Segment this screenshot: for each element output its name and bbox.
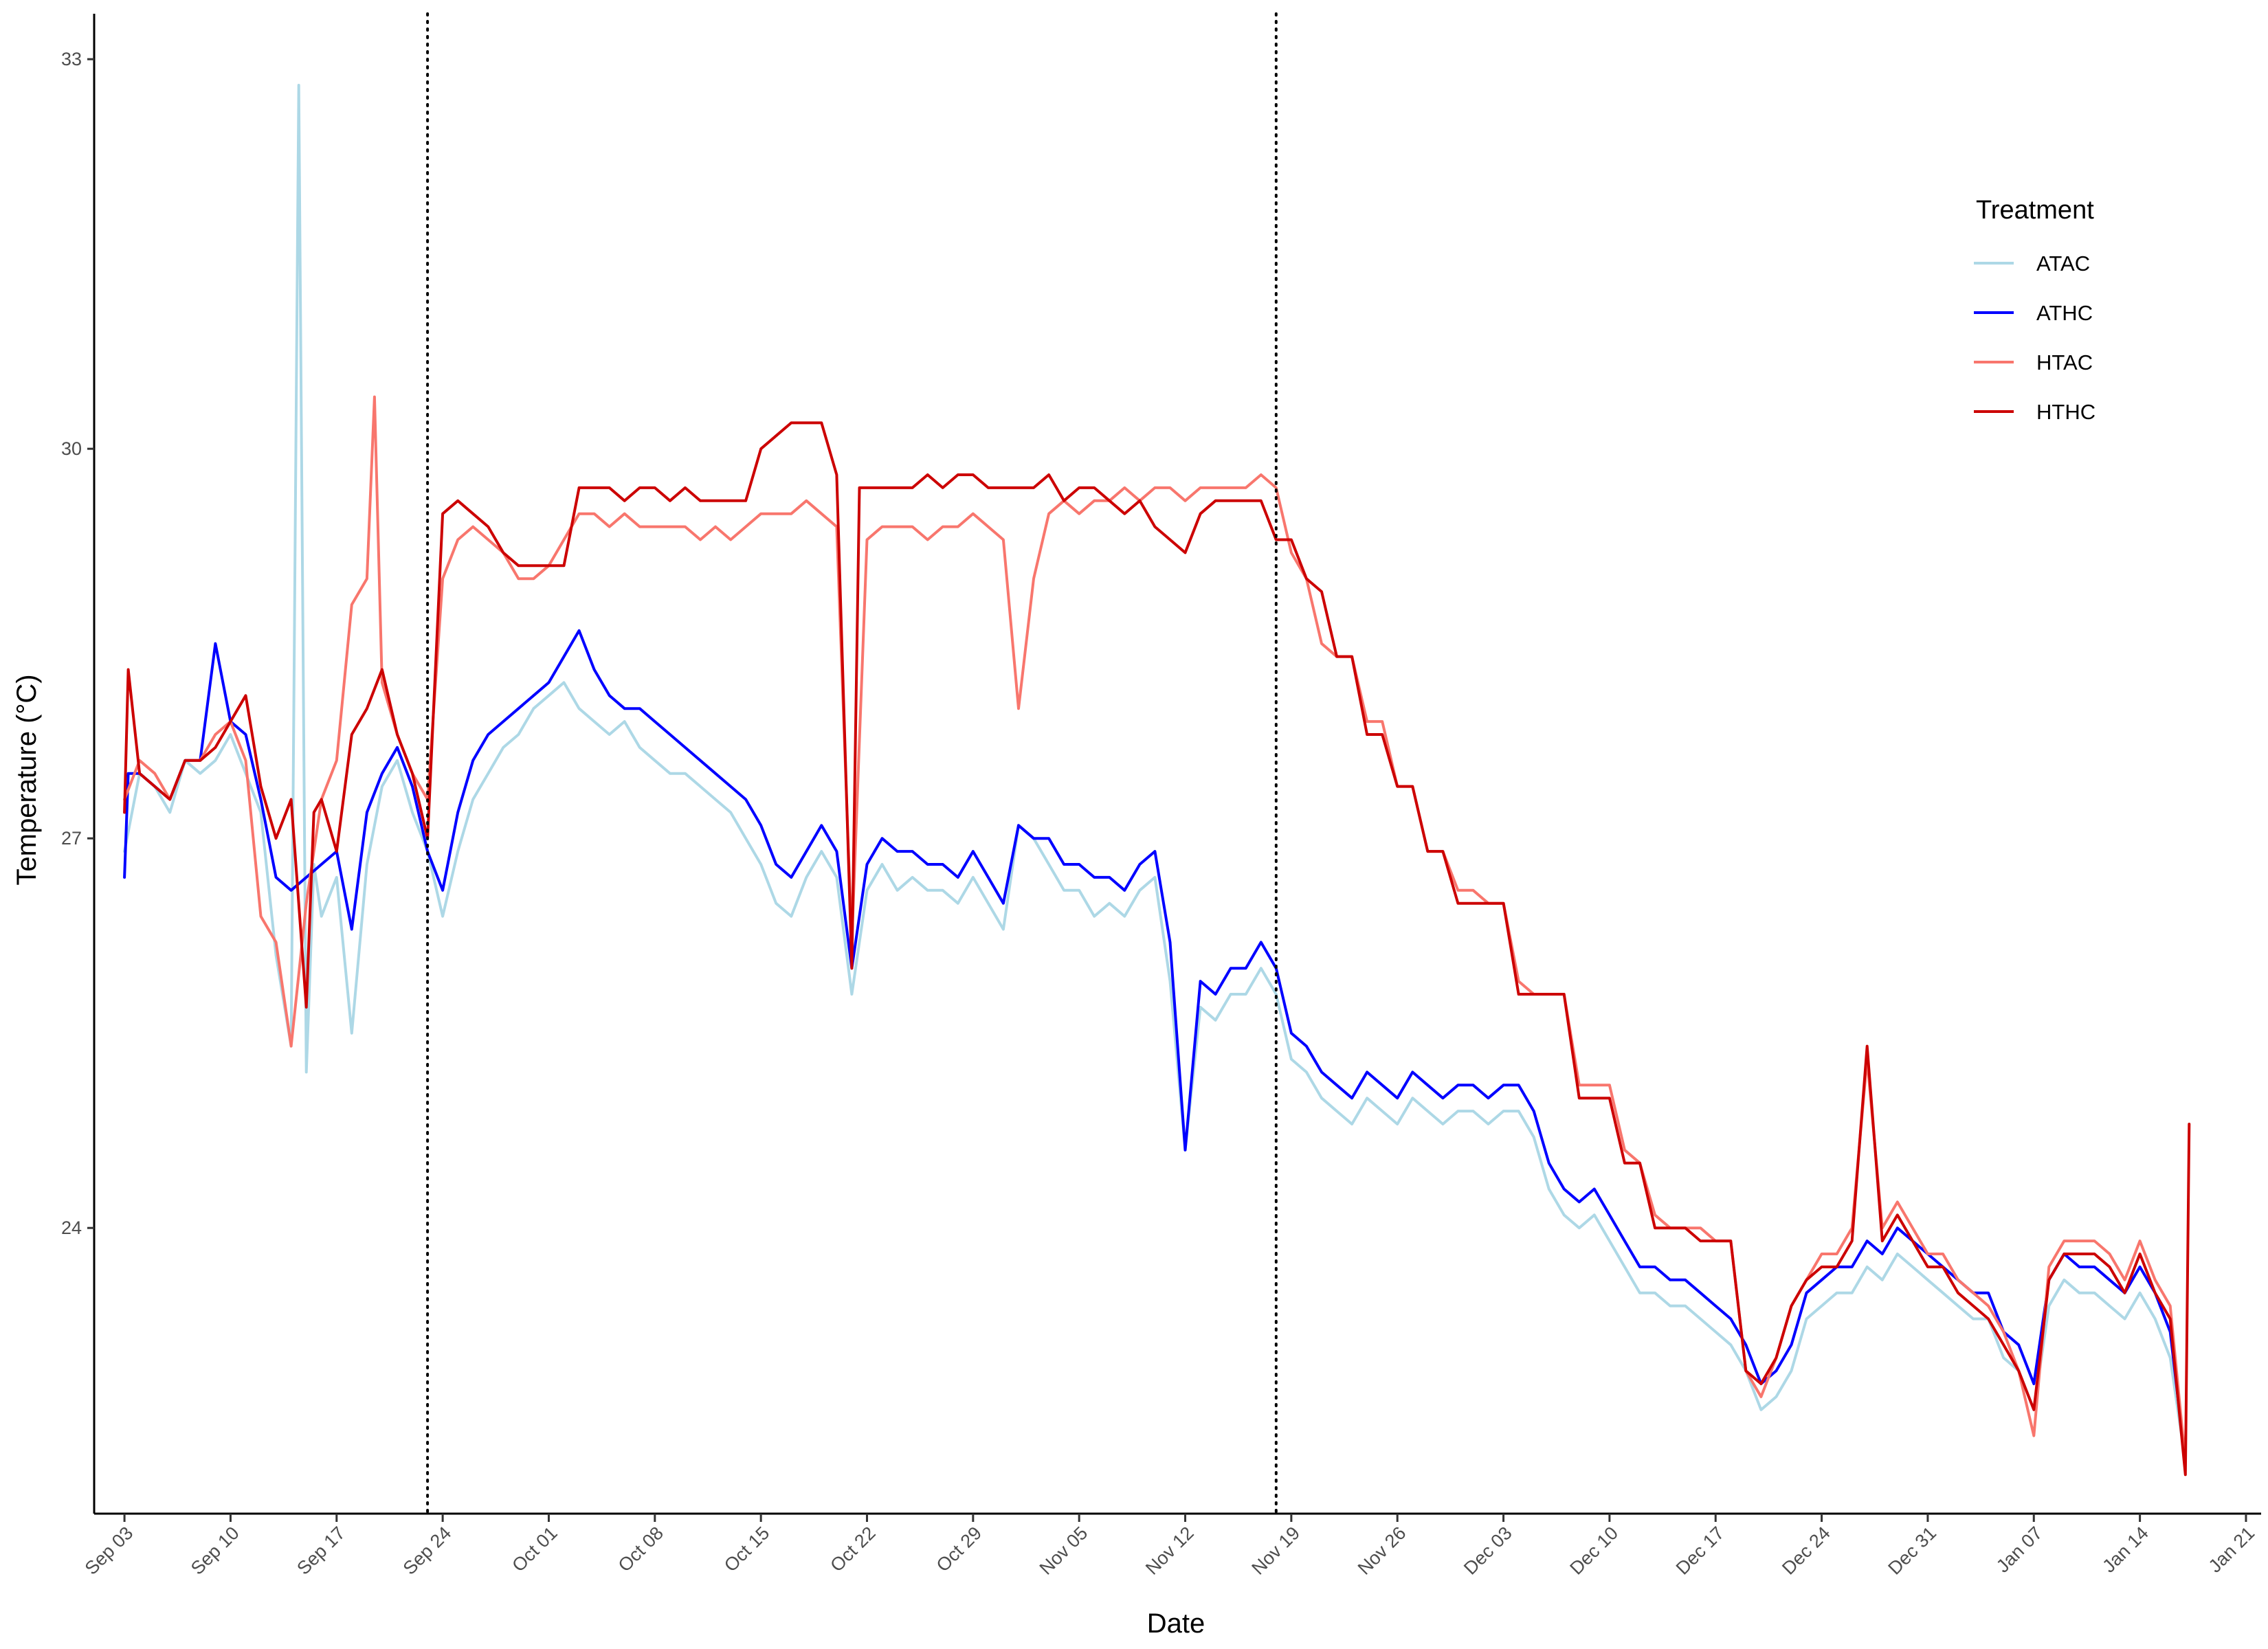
legend: Treatment ATAC ATHC HTAC HTHC bbox=[1974, 196, 2095, 424]
legend-title: Treatment bbox=[1976, 196, 2094, 225]
legend-label-hthc: HTHC bbox=[2036, 400, 2095, 424]
y-tick-label: 27 bbox=[61, 828, 82, 849]
legend-label-htac: HTAC bbox=[2036, 350, 2093, 374]
y-tick-label: 30 bbox=[61, 438, 82, 459]
legend-label-athc: ATHC bbox=[2036, 301, 2093, 325]
series-line-htac bbox=[123, 395, 2187, 1463]
series-line-athc bbox=[123, 629, 2187, 1463]
reference-lines bbox=[426, 12, 1278, 1515]
y-tick-label: 24 bbox=[61, 1218, 82, 1238]
series-layer bbox=[123, 84, 2191, 1477]
legend-items: ATAC ATHC HTAC HTHC bbox=[1974, 251, 2095, 424]
legend-label-atac: ATAC bbox=[2036, 251, 2090, 276]
axes bbox=[93, 14, 2261, 1515]
series-line-hthc bbox=[123, 421, 2191, 1477]
y-axis-title: Temperature (°C) bbox=[12, 674, 42, 885]
y-tick-label: 33 bbox=[61, 49, 82, 69]
series-line-atac bbox=[123, 84, 2187, 1463]
x-axis-title: Date bbox=[1147, 1608, 1205, 1639]
